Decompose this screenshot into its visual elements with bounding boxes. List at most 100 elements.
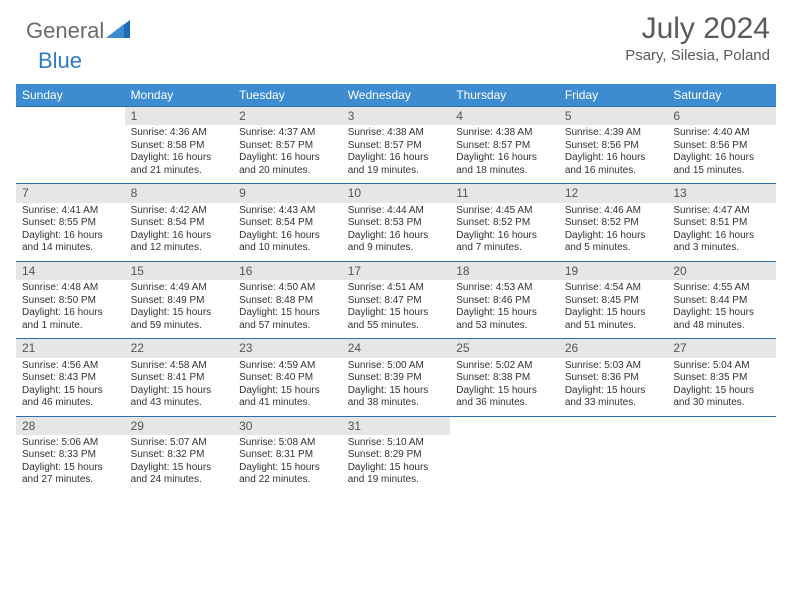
- sunrise-text: Sunrise: 5:02 AM: [456, 360, 553, 373]
- sunset-text: Sunset: 8:57 PM: [348, 140, 445, 153]
- day-details: Sunrise: 4:56 AMSunset: 8:43 PMDaylight:…: [16, 358, 125, 416]
- day-details: Sunrise: 4:39 AMSunset: 8:56 PMDaylight:…: [559, 125, 668, 183]
- day-number: 24: [342, 339, 451, 357]
- daylight-text: Daylight: 15 hours and 19 minutes.: [348, 462, 445, 487]
- sunrise-text: Sunrise: 5:10 AM: [348, 437, 445, 450]
- daylight-text: Daylight: 16 hours and 20 minutes.: [239, 152, 336, 177]
- calendar-cell: 11Sunrise: 4:45 AMSunset: 8:52 PMDayligh…: [450, 184, 559, 261]
- calendar-cell: 21Sunrise: 4:56 AMSunset: 8:43 PMDayligh…: [16, 339, 125, 416]
- sunset-text: Sunset: 8:48 PM: [239, 295, 336, 308]
- day-number: 3: [342, 107, 451, 125]
- sunrise-text: Sunrise: 4:45 AM: [456, 205, 553, 218]
- calendar-cell: 28Sunrise: 5:06 AMSunset: 8:33 PMDayligh…: [16, 416, 125, 493]
- calendar-cell: [559, 416, 668, 493]
- day-details: Sunrise: 5:03 AMSunset: 8:36 PMDaylight:…: [559, 358, 668, 416]
- daylight-text: Daylight: 15 hours and 22 minutes.: [239, 462, 336, 487]
- daylight-text: Daylight: 15 hours and 55 minutes.: [348, 307, 445, 332]
- daylight-text: Daylight: 15 hours and 43 minutes.: [131, 385, 228, 410]
- calendar-cell: 29Sunrise: 5:07 AMSunset: 8:32 PMDayligh…: [125, 416, 234, 493]
- day-number: 10: [342, 184, 451, 202]
- sunset-text: Sunset: 8:54 PM: [239, 217, 336, 230]
- sunrise-text: Sunrise: 4:46 AM: [565, 205, 662, 218]
- calendar-cell: 30Sunrise: 5:08 AMSunset: 8:31 PMDayligh…: [233, 416, 342, 493]
- calendar-cell: 2Sunrise: 4:37 AMSunset: 8:57 PMDaylight…: [233, 107, 342, 184]
- sunrise-text: Sunrise: 4:36 AM: [131, 127, 228, 140]
- calendar-body: 1Sunrise: 4:36 AMSunset: 8:58 PMDaylight…: [16, 107, 776, 493]
- sunrise-text: Sunrise: 4:44 AM: [348, 205, 445, 218]
- calendar-cell: [16, 107, 125, 184]
- calendar-cell: 18Sunrise: 4:53 AMSunset: 8:46 PMDayligh…: [450, 261, 559, 338]
- calendar-cell: 13Sunrise: 4:47 AMSunset: 8:51 PMDayligh…: [667, 184, 776, 261]
- calendar-head: SundayMondayTuesdayWednesdayThursdayFrid…: [16, 84, 776, 107]
- day-number: 6: [667, 107, 776, 125]
- sunrise-text: Sunrise: 4:51 AM: [348, 282, 445, 295]
- day-details: Sunrise: 4:40 AMSunset: 8:56 PMDaylight:…: [667, 125, 776, 183]
- calendar-cell: 5Sunrise: 4:39 AMSunset: 8:56 PMDaylight…: [559, 107, 668, 184]
- daylight-text: Daylight: 16 hours and 5 minutes.: [565, 230, 662, 255]
- day-number: 4: [450, 107, 559, 125]
- day-details: Sunrise: 4:48 AMSunset: 8:50 PMDaylight:…: [16, 280, 125, 338]
- calendar-week: 7Sunrise: 4:41 AMSunset: 8:55 PMDaylight…: [16, 184, 776, 261]
- day-details: Sunrise: 4:53 AMSunset: 8:46 PMDaylight:…: [450, 280, 559, 338]
- day-header: Tuesday: [233, 84, 342, 107]
- sunset-text: Sunset: 8:40 PM: [239, 372, 336, 385]
- sunset-text: Sunset: 8:31 PM: [239, 449, 336, 462]
- sunset-text: Sunset: 8:36 PM: [565, 372, 662, 385]
- sunrise-text: Sunrise: 4:47 AM: [673, 205, 770, 218]
- day-details: Sunrise: 4:45 AMSunset: 8:52 PMDaylight:…: [450, 203, 559, 261]
- sunrise-text: Sunrise: 4:48 AM: [22, 282, 119, 295]
- sunset-text: Sunset: 8:45 PM: [565, 295, 662, 308]
- day-details: Sunrise: 4:58 AMSunset: 8:41 PMDaylight:…: [125, 358, 234, 416]
- calendar-cell: 12Sunrise: 4:46 AMSunset: 8:52 PMDayligh…: [559, 184, 668, 261]
- calendar-cell: 1Sunrise: 4:36 AMSunset: 8:58 PMDaylight…: [125, 107, 234, 184]
- brand-triangle-icon: [106, 20, 130, 43]
- day-details: Sunrise: 4:47 AMSunset: 8:51 PMDaylight:…: [667, 203, 776, 261]
- day-number: 17: [342, 262, 451, 280]
- brand-logo: General: [26, 18, 132, 44]
- day-number: 15: [125, 262, 234, 280]
- calendar-cell: 15Sunrise: 4:49 AMSunset: 8:49 PMDayligh…: [125, 261, 234, 338]
- calendar-cell: 27Sunrise: 5:04 AMSunset: 8:35 PMDayligh…: [667, 339, 776, 416]
- day-header: Sunday: [16, 84, 125, 107]
- day-header: Thursday: [450, 84, 559, 107]
- day-number: 22: [125, 339, 234, 357]
- calendar-cell: 31Sunrise: 5:10 AMSunset: 8:29 PMDayligh…: [342, 416, 451, 493]
- brand-part2: Blue: [38, 48, 82, 74]
- day-details: Sunrise: 5:07 AMSunset: 8:32 PMDaylight:…: [125, 435, 234, 493]
- sunrise-text: Sunrise: 5:06 AM: [22, 437, 119, 450]
- calendar-cell: [450, 416, 559, 493]
- day-details: Sunrise: 4:55 AMSunset: 8:44 PMDaylight:…: [667, 280, 776, 338]
- daylight-text: Daylight: 16 hours and 9 minutes.: [348, 230, 445, 255]
- daylight-text: Daylight: 16 hours and 3 minutes.: [673, 230, 770, 255]
- daylight-text: Daylight: 15 hours and 27 minutes.: [22, 462, 119, 487]
- sunset-text: Sunset: 8:54 PM: [131, 217, 228, 230]
- calendar-week: 28Sunrise: 5:06 AMSunset: 8:33 PMDayligh…: [16, 416, 776, 493]
- sunset-text: Sunset: 8:29 PM: [348, 449, 445, 462]
- calendar-cell: 23Sunrise: 4:59 AMSunset: 8:40 PMDayligh…: [233, 339, 342, 416]
- day-details: Sunrise: 4:51 AMSunset: 8:47 PMDaylight:…: [342, 280, 451, 338]
- sunset-text: Sunset: 8:32 PM: [131, 449, 228, 462]
- day-number: 14: [16, 262, 125, 280]
- day-details: Sunrise: 5:04 AMSunset: 8:35 PMDaylight:…: [667, 358, 776, 416]
- day-header: Friday: [559, 84, 668, 107]
- sunset-text: Sunset: 8:43 PM: [22, 372, 119, 385]
- sunset-text: Sunset: 8:38 PM: [456, 372, 553, 385]
- day-number: 9: [233, 184, 342, 202]
- daylight-text: Daylight: 15 hours and 38 minutes.: [348, 385, 445, 410]
- calendar-cell: 4Sunrise: 4:38 AMSunset: 8:57 PMDaylight…: [450, 107, 559, 184]
- day-details: Sunrise: 4:41 AMSunset: 8:55 PMDaylight:…: [16, 203, 125, 261]
- day-number: 21: [16, 339, 125, 357]
- daylight-text: Daylight: 15 hours and 46 minutes.: [22, 385, 119, 410]
- calendar-cell: [667, 416, 776, 493]
- calendar-cell: 24Sunrise: 5:00 AMSunset: 8:39 PMDayligh…: [342, 339, 451, 416]
- sunrise-text: Sunrise: 5:04 AM: [673, 360, 770, 373]
- day-details: Sunrise: 4:49 AMSunset: 8:49 PMDaylight:…: [125, 280, 234, 338]
- sunrise-text: Sunrise: 4:42 AM: [131, 205, 228, 218]
- day-number: 27: [667, 339, 776, 357]
- sunrise-text: Sunrise: 5:07 AM: [131, 437, 228, 450]
- daylight-text: Daylight: 16 hours and 18 minutes.: [456, 152, 553, 177]
- sunset-text: Sunset: 8:49 PM: [131, 295, 228, 308]
- day-header: Wednesday: [342, 84, 451, 107]
- day-number: 7: [16, 184, 125, 202]
- day-details: Sunrise: 4:59 AMSunset: 8:40 PMDaylight:…: [233, 358, 342, 416]
